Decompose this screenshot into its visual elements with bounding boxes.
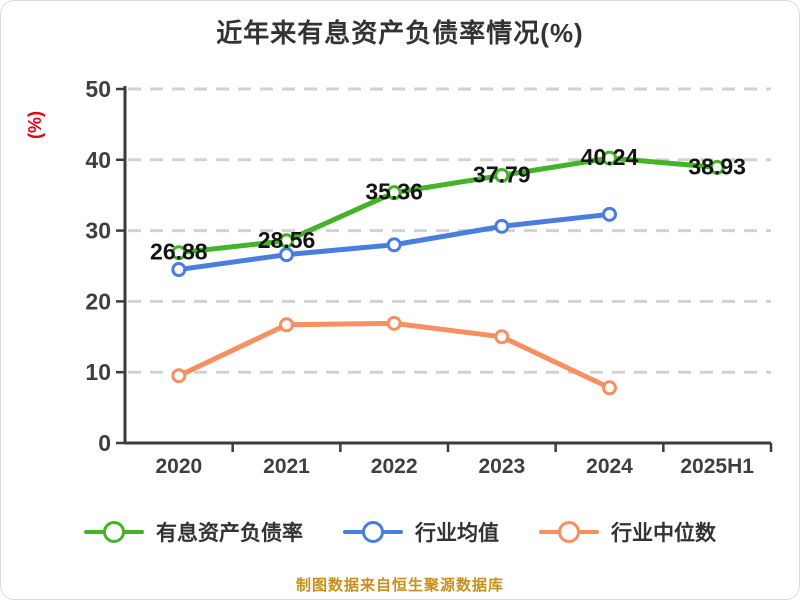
legend-label: 行业均值 xyxy=(415,522,499,545)
data-point-marker xyxy=(494,329,510,345)
legend-item-1: 行业均值 xyxy=(343,517,499,547)
data-point-marker xyxy=(279,317,294,333)
y-axis-unit-label: (%) xyxy=(25,111,45,139)
data-point-marker xyxy=(602,206,617,222)
x-tick-label: 2020 xyxy=(155,455,202,478)
data-point-marker xyxy=(171,262,187,278)
legend-dot xyxy=(103,521,125,543)
x-tick-label: 2021 xyxy=(263,455,310,478)
data-point-marker xyxy=(279,247,294,263)
data-point-marker xyxy=(171,245,187,261)
y-tick-label: 40 xyxy=(85,147,111,173)
data-point-marker xyxy=(494,218,510,234)
chart-legend: 有息资产负债率 行业均值 行业中位数 xyxy=(1,517,799,547)
chart-title: 近年来有息资产负债率情况(%) xyxy=(216,18,584,48)
data-point-marker xyxy=(386,237,402,253)
data-point-marker xyxy=(602,150,617,166)
legend-marker-icon xyxy=(539,521,599,543)
data-point-marker xyxy=(279,233,294,249)
data-point-marker xyxy=(494,167,510,183)
value-label: 28.56 xyxy=(258,227,316,253)
y-tick-label: 0 xyxy=(98,430,111,456)
data-source-note: 制图数据来自恒生聚源数据库 xyxy=(295,577,504,594)
legend-item-0: 有息资产负债率 xyxy=(84,517,303,547)
legend-label: 行业中位数 xyxy=(611,522,716,545)
y-tick-label: 50 xyxy=(85,76,111,102)
data-point-marker xyxy=(386,185,402,201)
value-label: 38.93 xyxy=(688,153,746,179)
x-tick-label: 2025H1 xyxy=(680,455,754,478)
value-label: 37.79 xyxy=(473,161,531,187)
legend-dot xyxy=(558,521,580,543)
series-line xyxy=(176,320,612,391)
value-label: 35.36 xyxy=(365,179,423,205)
data-point-marker xyxy=(709,159,725,175)
legend-label: 有息资产负债率 xyxy=(156,522,303,545)
y-tick-label: 10 xyxy=(85,359,111,385)
data-point-marker xyxy=(602,380,617,396)
legend-marker-icon xyxy=(84,521,144,543)
value-label: 26.88 xyxy=(150,239,208,265)
series-line xyxy=(176,155,720,256)
data-point-marker xyxy=(171,368,187,384)
value-label: 40.24 xyxy=(581,144,639,170)
y-tick-label: 20 xyxy=(85,288,111,314)
legend-item-2: 行业中位数 xyxy=(539,517,716,547)
x-tick-label: 2022 xyxy=(371,455,418,478)
x-tick-label: 2024 xyxy=(586,455,633,478)
legend-marker-icon xyxy=(343,521,403,543)
data-point-marker xyxy=(386,315,402,331)
legend-dot xyxy=(362,521,384,543)
y-tick-label: 30 xyxy=(85,218,111,244)
x-tick-label: 2023 xyxy=(478,455,525,478)
